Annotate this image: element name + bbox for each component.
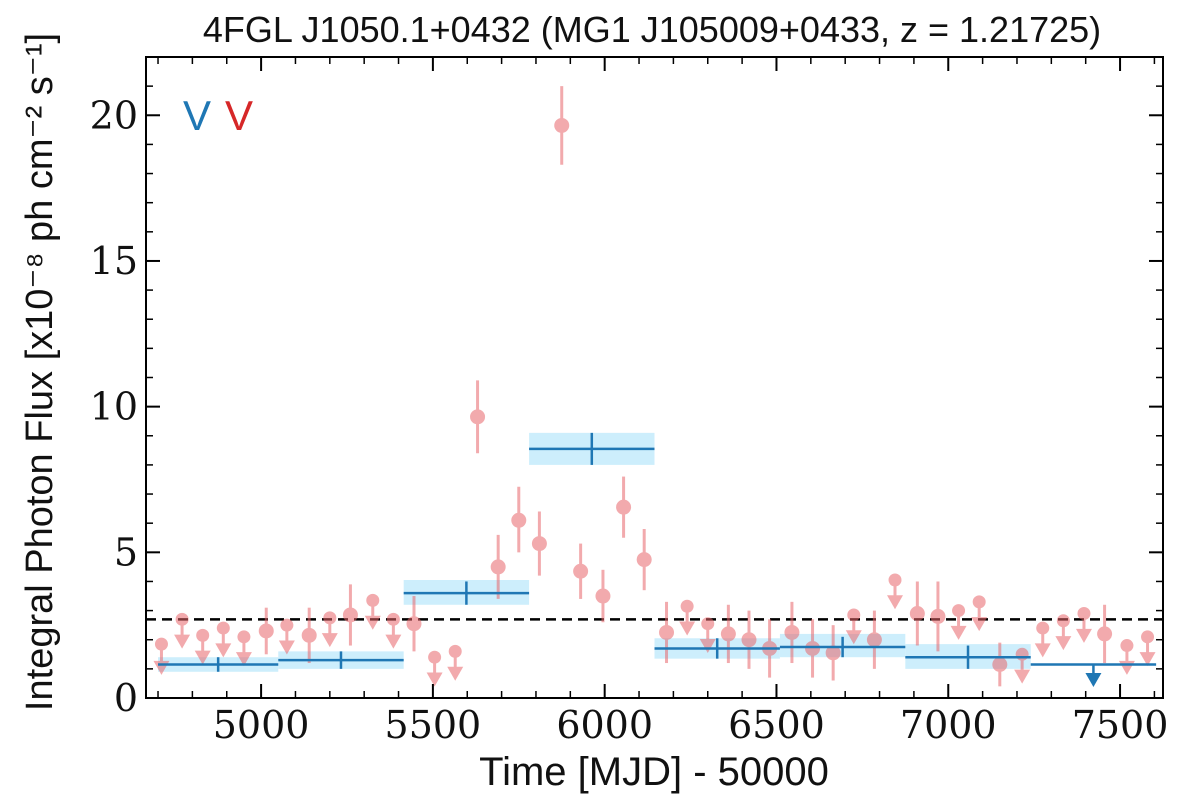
x-axis-label: Time [MJD] - 50000 [479,750,829,794]
short-bin-point [909,606,925,622]
variability-tag: V [225,92,253,139]
short-bin-point [301,627,317,643]
short-bin-uplim-point [888,573,902,587]
short-bin-uplim-point [1036,621,1050,635]
short-bin-uplim-arrow [1034,643,1051,658]
short-bin-uplim-point [1056,614,1070,628]
short-bin-point [470,409,486,425]
short-bin-uplim-arrow [426,672,443,687]
short-bin-uplim-arrow [194,650,211,665]
short-bin-uplim-arrow [699,639,716,654]
x-tick-label: 5500 [385,703,482,747]
short-bin-point [992,656,1008,672]
short-bin-uplim-point [972,595,986,609]
short-bin-point [784,624,800,640]
short-bin-uplim-point [386,612,400,626]
short-bin-uplim-arrow [215,643,232,658]
short-bin-series [153,86,1156,687]
short-bin-point [258,623,274,639]
short-bin-uplim-arrow [174,634,191,649]
short-bin-uplim-arrow [1139,652,1156,667]
short-bin-uplim-arrow [950,625,967,640]
chart-title: 4FGL J1050.1+0432 (MG1 J105009+0433, z =… [203,9,1101,50]
x-tick-label: 7500 [1072,703,1169,747]
short-bin-uplim-arrow [364,615,381,630]
y-tick-label: 20 [90,93,138,137]
short-bin-point [616,499,632,515]
short-bin-uplim-arrow [447,666,464,681]
y-tick-label: 15 [90,239,138,283]
short-bin-uplim-point [1015,647,1029,661]
short-bin-uplim-point [280,618,294,632]
short-bin-uplim-point [847,608,861,622]
short-bin-point [490,559,506,575]
short-bin-point [720,626,736,642]
short-bin-uplim-arrow [385,634,402,649]
short-bin-uplim-point [323,611,337,625]
short-bin-point [741,632,757,648]
short-bin-uplim-arrow [1075,628,1092,643]
plot-frame [145,56,1164,699]
short-bin-uplim-arrow [1118,660,1135,675]
x-tick-label: 5000 [213,703,310,747]
short-bin-uplim-point [366,593,380,607]
short-bin-point [531,536,547,552]
short-bin-point [636,552,652,568]
short-bin-uplim-point [237,630,251,644]
short-bin-uplim-point [1120,639,1134,653]
x-tick-label: 7000 [900,703,997,747]
short-bin-point [805,640,821,656]
short-bin-uplim-arrow [679,621,696,636]
short-bin-uplim-point [448,644,462,658]
short-bin-uplim-arrow [971,617,988,632]
short-bin-uplim-point [196,628,210,642]
short-bin-point [866,632,882,648]
short-bin-uplim-point [680,599,694,613]
long-bin-uplim-arrow [1085,672,1102,687]
y-tick-label: 5 [114,530,138,574]
short-bin-uplim-arrow [235,652,252,667]
y-tick-label: 0 [114,676,138,720]
short-bin-point [554,117,570,133]
short-bin-uplim-point [952,604,966,618]
short-bin-point [825,645,841,661]
short-bin-uplim-arrow [1014,669,1031,684]
short-bin-uplim-point [1077,607,1091,621]
short-bin-uplim-arrow [278,640,295,655]
short-bin-uplim-arrow [321,633,338,648]
axes: 5000 5500 6000 6500 7000 7500 0 5 10 15 20 [90,56,1169,747]
variability-tag: V [183,92,211,139]
short-bin-uplim-point [216,621,230,635]
short-bin-point [595,588,611,604]
short-bin-point [930,608,946,624]
short-bin-uplim-point [428,650,442,664]
short-bin-point [406,616,422,632]
short-bin-uplim-arrow [887,595,904,610]
short-bin-uplim-point [1141,630,1155,644]
short-bin-point [573,563,589,579]
short-bin-point [659,624,675,640]
short-bin-uplim-arrow [1055,636,1072,651]
short-bin-point [511,512,527,528]
y-tick-label: 10 [90,385,138,429]
x-tick-label: 6500 [728,703,825,747]
short-bin-uplim-point [701,617,715,631]
short-bin-point [342,607,358,623]
short-bin-uplim-point [175,612,189,626]
short-bin-uplim-arrow [845,630,862,645]
x-tick-label: 6000 [556,703,653,747]
plot-area [146,86,1163,687]
short-bin-point [1097,626,1113,642]
y-axis-label: Integral Photon Flux [x10⁻⁸ ph cm⁻² s⁻¹] [19,33,61,711]
short-bin-uplim-point [154,637,168,651]
